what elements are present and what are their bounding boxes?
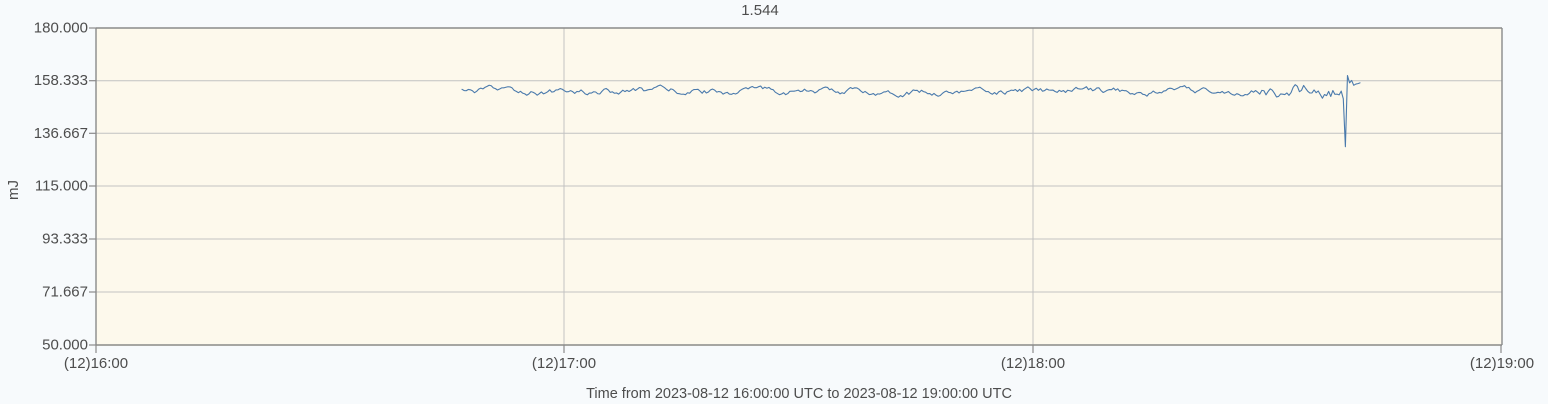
- svg-text:50.000: 50.000: [42, 337, 88, 354]
- svg-text:180.000: 180.000: [34, 20, 88, 37]
- svg-text:136.667: 136.667: [34, 125, 88, 142]
- svg-text:115.000: 115.000: [35, 178, 88, 195]
- svg-text:(12)17:00: (12)17:00: [532, 355, 596, 372]
- svg-text:158.333: 158.333: [34, 72, 88, 89]
- svg-text:(12)16:00: (12)16:00: [64, 355, 128, 372]
- svg-text:Time from 2023-08-12 16:00:00: Time from 2023-08-12 16:00:00 UTC to 202…: [586, 386, 1012, 402]
- svg-text:(12)18:00: (12)18:00: [1001, 355, 1065, 372]
- svg-text:(12)19:00: (12)19:00: [1470, 355, 1534, 372]
- svg-text:1.544: 1.544: [741, 2, 779, 19]
- svg-text:93.333: 93.333: [42, 231, 88, 248]
- svg-text:mJ: mJ: [5, 180, 22, 200]
- svg-text:71.667: 71.667: [42, 284, 88, 301]
